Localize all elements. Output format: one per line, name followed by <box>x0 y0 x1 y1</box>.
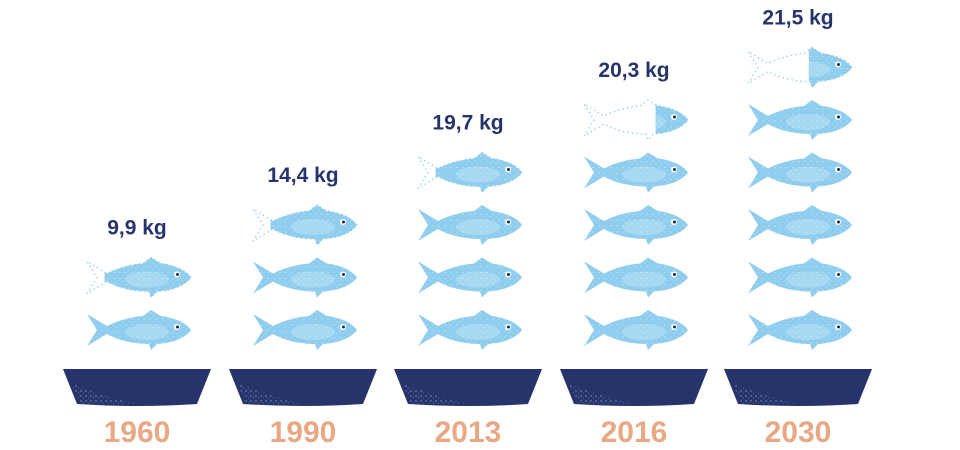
bowl-icon <box>229 369 377 406</box>
fish-icon <box>253 310 357 350</box>
fish-icon <box>418 205 522 245</box>
fish-icon <box>584 257 688 298</box>
fish-icon <box>252 204 358 247</box>
value-label: 14,4 kg <box>267 164 338 187</box>
column-2030: 21,5 kg 2030 <box>724 7 872 449</box>
fish-icon <box>584 205 688 245</box>
fish-icon <box>583 99 689 142</box>
value-label: 20,3 kg <box>598 59 669 82</box>
year-label: 2013 <box>435 416 502 449</box>
bowl-icon <box>724 369 872 406</box>
year-label: 2016 <box>601 416 668 449</box>
bowl-icon <box>560 369 708 406</box>
value-label: 9,9 kg <box>107 217 167 240</box>
fish-icon <box>748 205 852 245</box>
column-1990: 14,4 kg 1990 <box>229 164 377 449</box>
column-1960: 9,9 kg 1960 <box>63 217 211 449</box>
fish-icon <box>748 257 852 298</box>
fish-icon <box>253 257 357 298</box>
year-label: 2030 <box>765 416 832 449</box>
fish-icon <box>584 152 688 193</box>
fish-icon <box>86 256 192 299</box>
fish-icon <box>418 257 522 298</box>
value-label: 21,5 kg <box>762 7 833 30</box>
fish-icon <box>584 310 688 350</box>
value-label: 19,7 kg <box>432 112 503 135</box>
fish-icon <box>748 152 852 193</box>
fish-icon <box>417 151 523 194</box>
fish-icon <box>747 46 853 89</box>
column-2016: 20,3 kg 2016 <box>560 59 708 449</box>
fish-icon <box>748 100 852 140</box>
fish-icon <box>748 310 852 350</box>
column-2013: 19,7 kg 2013 <box>394 112 542 449</box>
fish-icon <box>87 310 191 350</box>
fish-icon <box>418 310 522 350</box>
year-label: 1960 <box>104 416 171 449</box>
year-label: 1990 <box>270 416 337 449</box>
bowl-icon <box>63 369 211 406</box>
bowl-icon <box>394 369 542 406</box>
